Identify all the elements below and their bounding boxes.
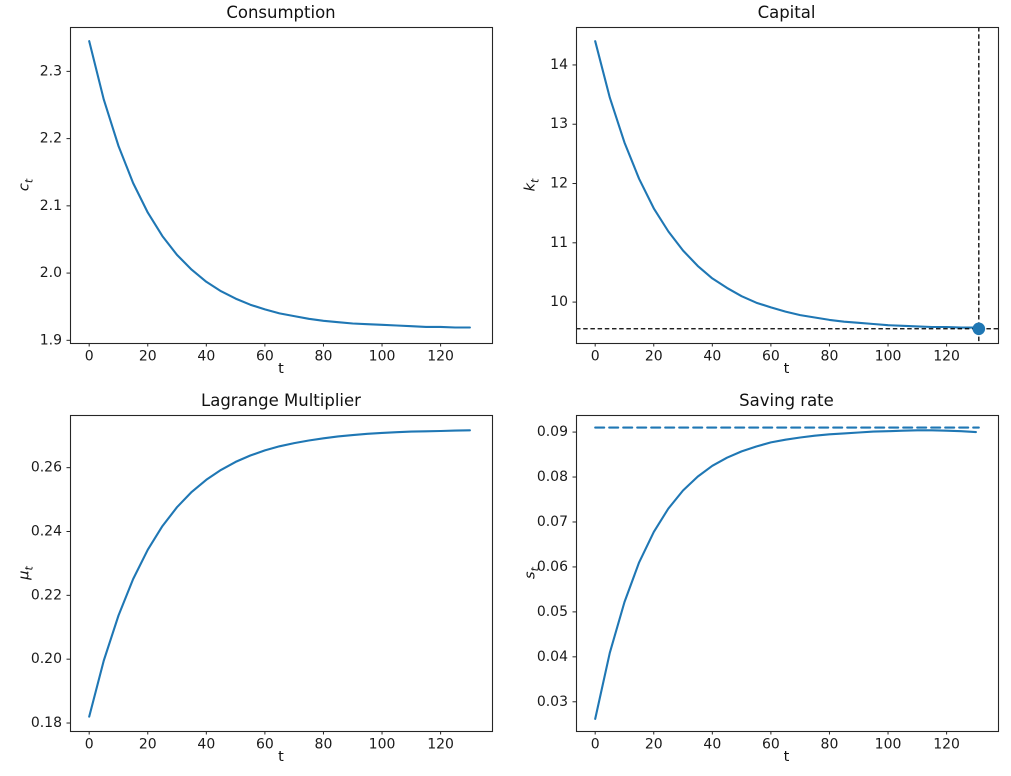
y-tick-label: 13 [550, 116, 568, 132]
plot-title-capital: Capital [757, 3, 816, 22]
consumption-path-line [88, 40, 471, 329]
axes-spines [69, 414, 494, 733]
x-tick-label: 100 [369, 349, 396, 365]
x-tick-label: 20 [644, 349, 662, 365]
x-tick-label: 100 [369, 737, 396, 753]
y-tick-label: 1.9 [40, 332, 62, 348]
y-tick-label: 0.05 [536, 604, 567, 620]
y-tick-label: 14 [550, 57, 568, 73]
y-tick-label: 0.18 [31, 715, 62, 731]
y-tick-label: 2.2 [40, 131, 62, 147]
x-tick-label: 0 [590, 349, 599, 365]
x-tick-label: 20 [139, 737, 157, 753]
x-tick-label: 60 [761, 737, 779, 753]
x-tick-label: 40 [197, 737, 215, 753]
y-tick-label: 10 [550, 294, 568, 310]
y-tick-label: 0.24 [31, 524, 62, 540]
x-tick-label: 60 [761, 349, 779, 365]
x-tick-label: 120 [427, 737, 454, 753]
y-axis-subscript: t [527, 567, 541, 572]
saving-rate-line [593, 429, 977, 720]
x-tick-label: 20 [644, 737, 662, 753]
subplot-consumption: 0 20 40 60 80 100 120 1.9 2.0 2.1 2.2 2.3 Consumpti… [0, 0, 505, 388]
plot-area-consumption: 0 20 40 60 80 100 120 1.9 2.0 2.1 2.2 2.3 [40, 26, 494, 365]
x-tick-label: 20 [139, 349, 157, 365]
x-tick-label: 80 [820, 349, 838, 365]
x-tick-label: 60 [256, 349, 274, 365]
y-axis-label-saving-rate: st [522, 567, 541, 579]
y-axis-symbol: c [16, 183, 33, 192]
x-tick-label: 100 [874, 349, 901, 365]
y-tick-label: 0.03 [536, 694, 567, 710]
y-tick-label: 0.08 [536, 469, 567, 485]
y-axis-label-capital: kt [522, 179, 541, 192]
y-axis-subscript: t [527, 178, 541, 183]
y-tick-label: 0.09 [536, 424, 567, 440]
x-tick-label: 100 [874, 737, 901, 753]
x-tick-label: 0 [590, 737, 599, 753]
axes-spines [69, 26, 494, 345]
capital-steady-state-marker [972, 322, 985, 336]
y-tick-label: 2.1 [40, 198, 62, 214]
lagrange-multiplier-line [88, 429, 471, 718]
plot-area-capital: 0 20 40 60 80 100 120 10 11 12 13 14 [550, 26, 999, 365]
plot-title-saving-rate: Saving rate [739, 391, 834, 410]
y-tick-label: 0.26 [31, 460, 62, 476]
x-tick-label: 60 [256, 737, 274, 753]
x-tick-label: 40 [703, 349, 721, 365]
x-tick-label: 120 [933, 737, 960, 753]
x-axis-label-saving-rate: t [783, 749, 790, 765]
y-axis-subscript: t [22, 178, 36, 184]
x-axis-label-capital: t [783, 361, 790, 377]
plot-area-saving-rate: 0 20 40 60 80 100 120 0.03 0.04 0.05 0.06 0.07 0.08 0… [536, 414, 999, 753]
x-tick-label: 120 [427, 349, 454, 365]
y-tick-label: 12 [550, 176, 568, 192]
axes-spines [575, 414, 999, 733]
plot-area-lagrange-multiplier: 0 20 40 60 80 100 120 0.18 0.20 0.22 0.24 0.26 [31, 414, 494, 753]
y-tick-label: 0.20 [31, 651, 62, 667]
y-axis-symbol: s [522, 571, 539, 579]
x-tick-label: 0 [85, 737, 94, 753]
x-tick-label: 40 [197, 349, 215, 365]
y-tick-label: 0.04 [536, 649, 567, 665]
x-tick-label: 80 [820, 737, 838, 753]
y-tick-label: 0.22 [31, 587, 62, 603]
x-tick-label: 80 [315, 737, 333, 753]
x-axis-label-lagrange-multiplier: t [278, 749, 284, 765]
y-tick-label: 2.3 [40, 63, 62, 79]
subplot-capital: 0 20 40 60 80 100 120 10 11 12 13 14 Capital kt t [506, 0, 1011, 388]
y-axis-symbol: μ [16, 570, 33, 580]
x-tick-label: 40 [703, 737, 721, 753]
plot-title-lagrange-multiplier: Lagrange Multiplier [201, 391, 361, 410]
y-axis-label-lagrange-multiplier: μt [17, 566, 36, 580]
y-tick-label: 0.06 [536, 559, 567, 575]
capital-path-line [593, 40, 977, 329]
x-tick-label: 0 [85, 349, 94, 365]
plot-title-consumption: Consumption [226, 3, 336, 22]
subplot-saving-rate: 0 20 40 60 80 100 120 0.03 0.04 0.05 0.06 0.07 0.08 0… [506, 388, 1011, 776]
axes-spines [575, 26, 999, 345]
y-axis-subscript: t [22, 566, 36, 571]
y-tick-label: 0.07 [536, 514, 567, 530]
y-axis-symbol: k [522, 182, 539, 192]
x-tick-label: 80 [315, 349, 333, 365]
y-tick-label: 2.0 [40, 265, 62, 281]
subplot-lagrange-multiplier: 0 20 40 60 80 100 120 0.18 0.20 0.22 0.24 0.26 Lagr… [0, 388, 505, 776]
y-axis-label-consumption: ct [17, 179, 36, 191]
x-tick-label: 120 [933, 349, 960, 365]
x-axis-label-consumption: t [278, 361, 284, 377]
y-tick-label: 11 [550, 235, 568, 251]
